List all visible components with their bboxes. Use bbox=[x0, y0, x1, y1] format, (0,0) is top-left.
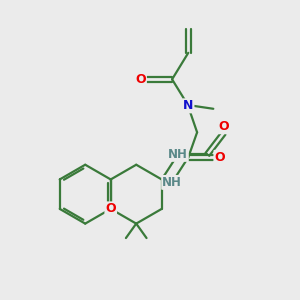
Text: O: O bbox=[135, 73, 146, 86]
Text: O: O bbox=[214, 151, 225, 164]
Text: O: O bbox=[218, 120, 229, 133]
Text: N: N bbox=[183, 99, 194, 112]
Text: NH: NH bbox=[168, 148, 188, 161]
Text: O: O bbox=[105, 202, 116, 215]
Text: NH: NH bbox=[162, 176, 182, 189]
